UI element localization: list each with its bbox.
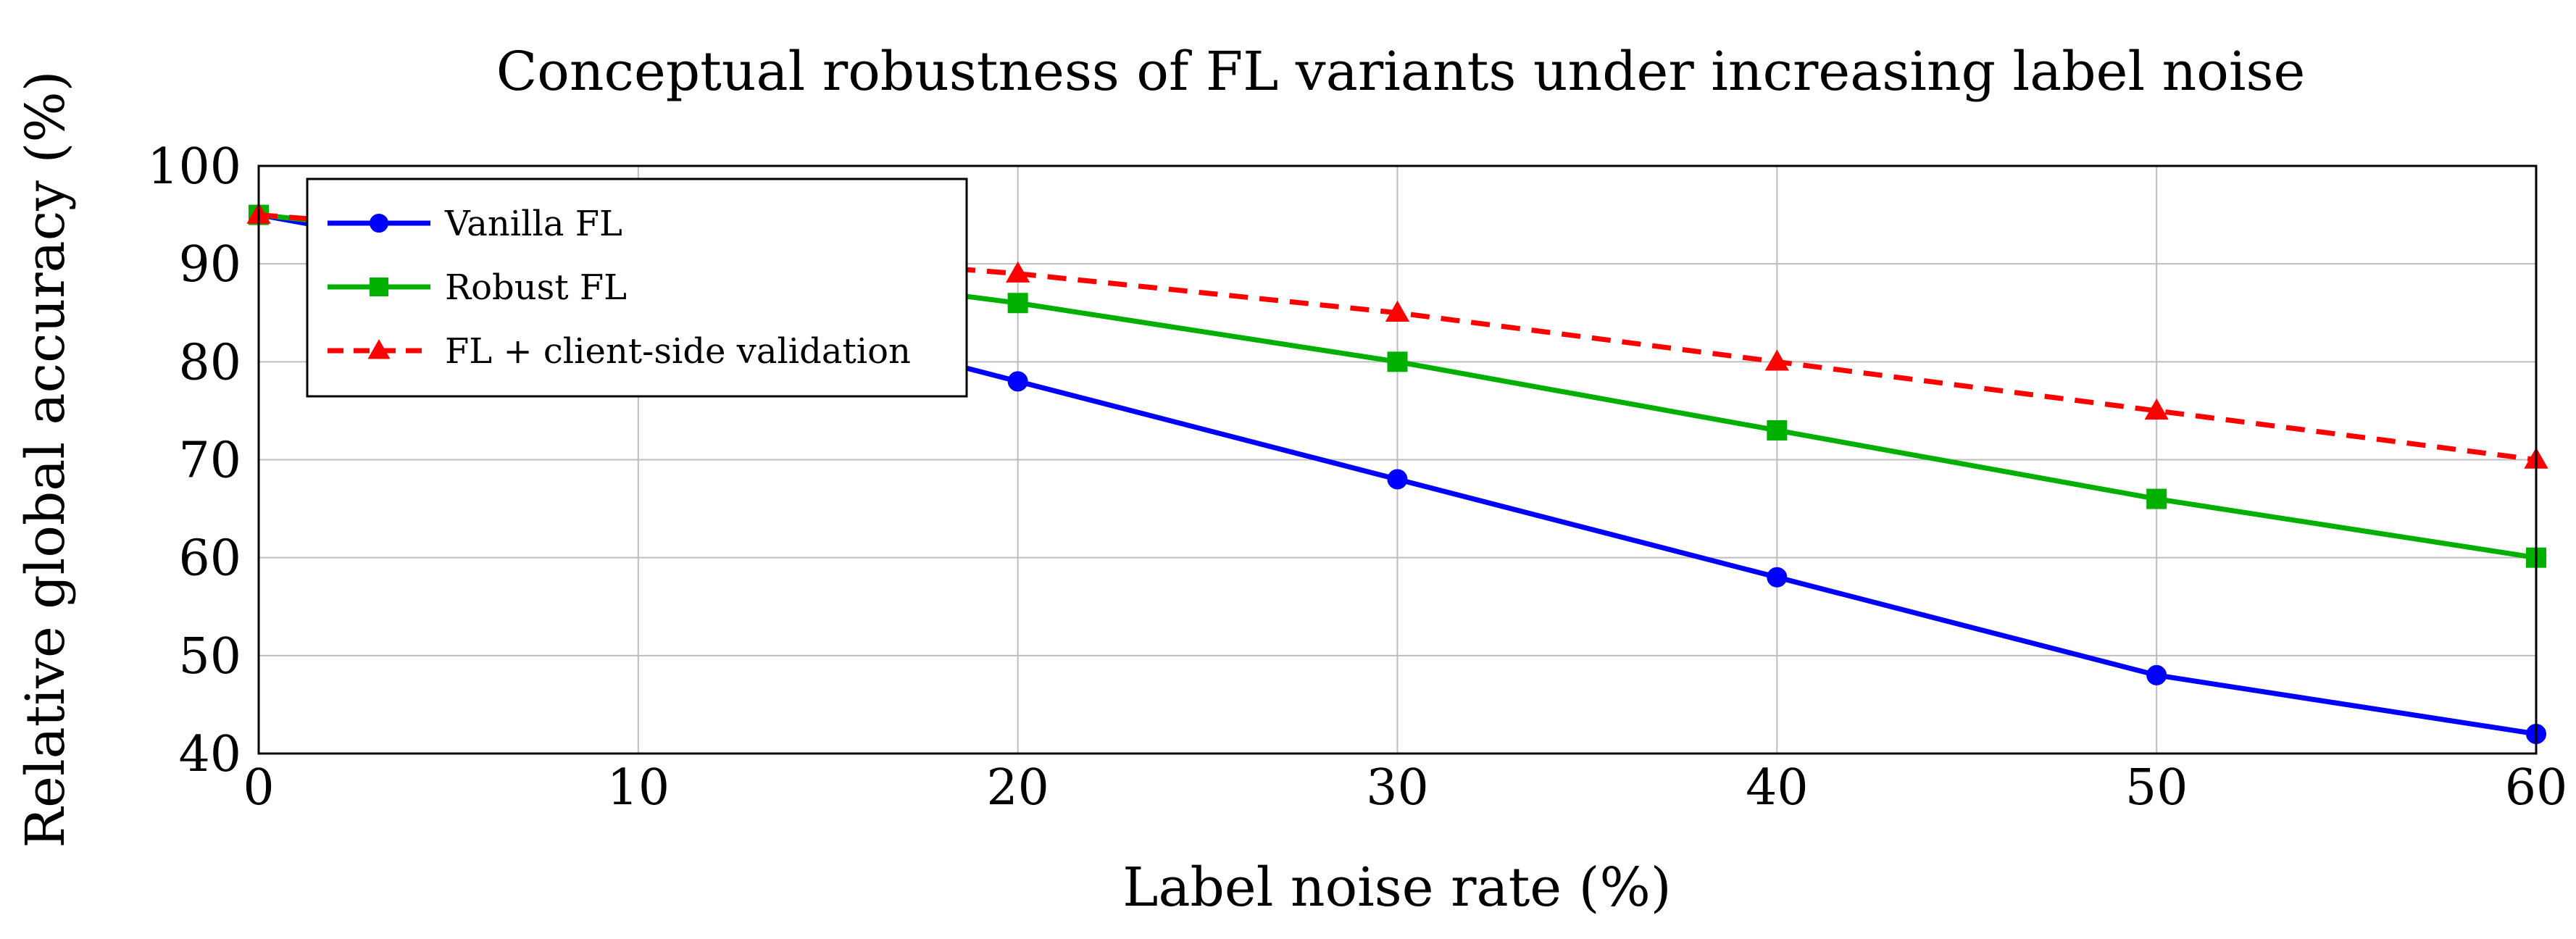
plot-frame (257, 164, 2538, 755)
data-point (1767, 567, 1788, 588)
legend-entry: Robust FL (328, 267, 627, 308)
y-tick-label: 80 (178, 334, 241, 391)
y-tick-labels: 40 50 60 70 80 90 100 (147, 138, 241, 783)
x-tick-label: 0 (243, 759, 274, 817)
x-tick-labels: 0 10 20 30 40 50 60 (243, 759, 2567, 817)
data-point (370, 214, 388, 233)
data-point (1007, 371, 1028, 392)
data-point (1005, 261, 1030, 283)
legend: Vanilla FL Robust FL FL + client-side vali… (306, 178, 968, 398)
data-point (2146, 488, 2167, 509)
y-tick-label: 100 (147, 138, 241, 196)
data-point (1387, 351, 1408, 372)
x-tick-label: 60 (2505, 759, 2568, 817)
data-point (1387, 469, 1408, 490)
y-tick-label: 90 (178, 236, 241, 293)
y-tick-label: 70 (178, 433, 241, 490)
legend-entry: FL + client-side validation (328, 331, 911, 372)
x-tick-label: 20 (986, 759, 1049, 817)
y-axis-label: Relative global accuracy (%) (14, 70, 77, 848)
data-point (1007, 293, 1028, 314)
legend-label: Vanilla FL (444, 204, 622, 244)
data-point (2146, 664, 2167, 685)
y-tick-label: 60 (178, 530, 241, 588)
x-tick-label: 50 (2125, 759, 2188, 817)
legend-label: Robust FL (445, 267, 627, 308)
legend-entry: Vanilla FL (328, 204, 622, 244)
y-tick-label: 50 (178, 628, 241, 685)
x-tick-label: 10 (607, 759, 670, 817)
x-tick-label: 30 (1366, 759, 1429, 817)
y-tick-label: 40 (178, 726, 241, 783)
data-point (1385, 300, 1410, 322)
chart-title: Conceptual robustness of FL variants und… (496, 41, 2306, 103)
data-point (2144, 398, 2169, 420)
x-tick-label: 40 (1746, 759, 1809, 817)
x-axis-label: Label noise rate (%) (1122, 856, 1671, 919)
data-point (370, 277, 388, 296)
data-point (1764, 349, 1790, 371)
data-point (1767, 420, 1788, 441)
data-point (367, 339, 391, 359)
legend-label: FL + client-side validation (445, 331, 911, 372)
